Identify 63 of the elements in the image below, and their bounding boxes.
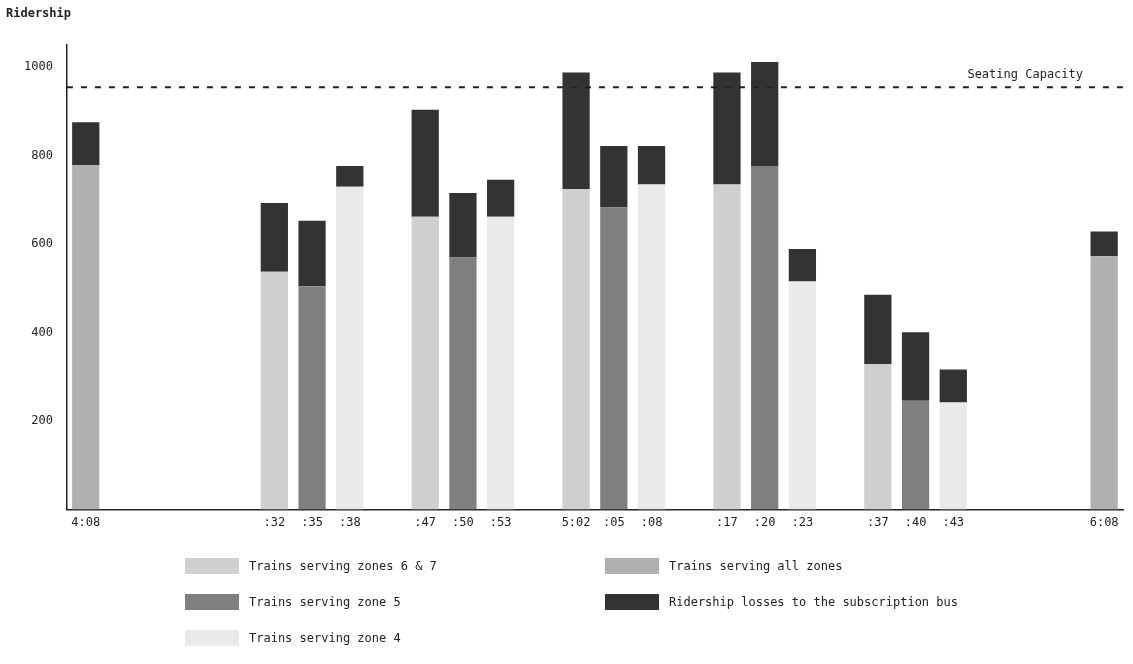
bar — [637, 146, 666, 185]
y-axis-title: Ridership — [6, 6, 72, 20]
bar — [751, 62, 779, 166]
x-tick-label: :40 — [904, 514, 927, 529]
bar — [562, 188, 590, 510]
bar — [864, 294, 892, 365]
legend-label: Trains serving zones 6 & 7 — [249, 559, 437, 573]
legend-label: Ridership losses to the subscription bus — [669, 595, 958, 609]
x-tick-label: :53 — [489, 514, 512, 529]
bar — [449, 192, 477, 258]
bar — [939, 402, 967, 510]
x-tick-label: 5:02 — [561, 514, 591, 529]
legend-label: Trains serving zone 5 — [249, 595, 401, 609]
bar — [72, 165, 100, 510]
bar — [1090, 256, 1118, 510]
bar — [336, 165, 364, 187]
bar — [449, 257, 477, 510]
x-tick-label: :20 — [753, 514, 776, 529]
legend-label: Trains serving all zones — [669, 559, 843, 573]
bar — [411, 216, 439, 510]
bar — [901, 332, 930, 401]
bar — [298, 286, 326, 510]
bar — [72, 122, 100, 166]
x-tick-label: :32 — [263, 514, 286, 529]
bar — [336, 186, 364, 510]
bar — [1090, 231, 1118, 257]
x-tick-label: :23 — [791, 514, 814, 529]
x-tick-label: :05 — [602, 514, 625, 529]
bar — [939, 369, 967, 403]
x-tick-label: :37 — [866, 514, 889, 529]
x-tick-label: :47 — [414, 514, 437, 529]
x-tick-label: :43 — [942, 514, 965, 529]
bar — [713, 72, 741, 185]
x-tick-label: :17 — [716, 514, 738, 529]
bar — [788, 281, 817, 510]
x-tick-label: 6:08 — [1089, 514, 1119, 529]
bar — [713, 184, 741, 510]
x-tick-label: 4:08 — [71, 514, 101, 529]
bar — [864, 364, 892, 510]
bar — [411, 109, 439, 217]
bar — [260, 203, 288, 272]
x-tick-label: :35 — [301, 514, 323, 529]
bar — [487, 179, 515, 217]
bar — [600, 146, 628, 208]
y-tick-label: 200 — [31, 413, 53, 428]
bar — [298, 220, 326, 287]
bar — [487, 216, 515, 510]
bar — [788, 249, 817, 282]
bar — [901, 400, 930, 510]
bar — [562, 72, 590, 189]
x-tick-label: :08 — [640, 514, 663, 529]
bar — [637, 184, 666, 510]
x-tick-label: :38 — [338, 514, 361, 529]
y-tick-label: 800 — [31, 147, 53, 162]
y-tick-label: 600 — [31, 236, 53, 251]
y-tick-label: 400 — [31, 324, 53, 339]
bar — [260, 271, 288, 510]
y-tick-label: 1000 — [23, 59, 53, 74]
x-tick-label: :50 — [452, 514, 474, 529]
legend-label: Trains serving zone 4 — [249, 631, 401, 645]
ref-line-label: Seating Capacity — [967, 67, 1083, 82]
bar — [751, 165, 779, 510]
bar — [600, 207, 628, 510]
